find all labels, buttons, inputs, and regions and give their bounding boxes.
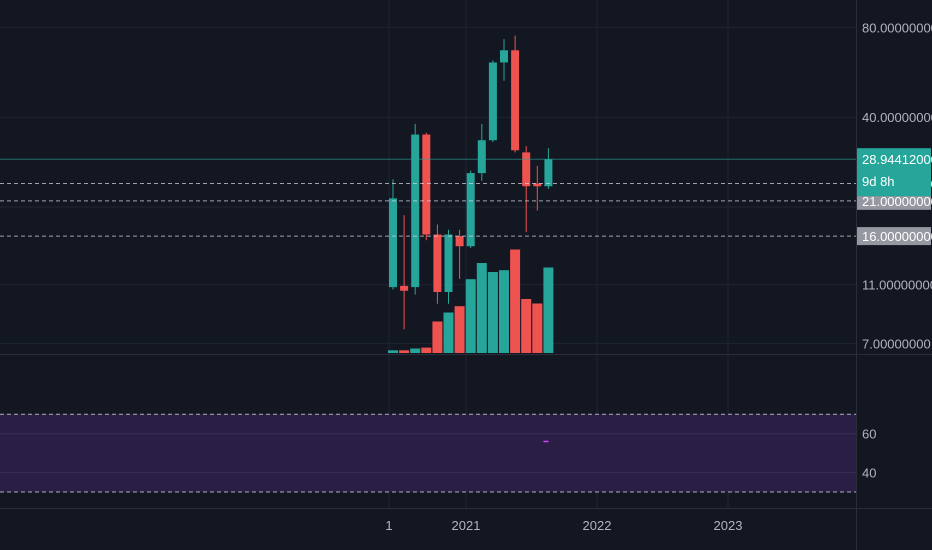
volume-bar [410,348,421,353]
candle-body [455,236,464,247]
time-tick-label: 2021 [452,518,481,533]
price-tick-label: 7.00000000 [862,336,931,351]
volume-bar [510,249,521,353]
candle-body [533,183,542,187]
price-level-label-box [857,191,931,210]
candle-body [511,50,520,151]
volume-bar [499,270,509,353]
volume-bar [543,267,554,353]
candle-body [488,62,497,141]
time-tick-label: 1 [385,518,392,533]
candle-body [422,134,431,235]
volume-bar [454,306,465,353]
volume-bar [399,350,410,353]
current-price-label: 28.94412000 [862,152,932,167]
price-level-label-box [857,227,931,246]
candle-body [522,152,531,187]
candle-body [389,198,397,288]
candle-body [466,173,475,247]
volume-bar [476,263,487,353]
current-price-label-box [857,148,931,197]
candle-body [444,234,453,293]
candle-body [500,50,508,63]
price-tick-label: 40.00000000 [862,110,932,125]
time-tick-label: 2023 [714,518,743,533]
volume-bars [388,249,554,353]
price-axis[interactable]: 60 40 80.00000000 40.00000000 11.00000000 7.0… [857,20,932,481]
volume-bar [521,299,532,353]
price-tick-label: 80.00000000 [862,20,932,35]
candle-body [544,159,553,187]
candle-body [411,134,420,288]
rsi-tick-label: 40 [862,466,876,481]
price-levels [0,158,856,237]
volume-bar [465,279,476,353]
volume-bar [532,303,543,353]
candles [389,35,553,330]
rsi-band [0,414,856,492]
price-level-label: 21.00000000 [862,194,932,209]
time-tick-label: 2022 [583,518,612,533]
volume-bar [432,321,443,353]
volume-bar [421,347,432,353]
countdown-label: 9d 8h [862,174,895,189]
volume-bar [443,312,454,353]
rsi-pane [0,413,856,493]
price-level-label: 16.00000000 [862,229,932,244]
candle-body [433,234,442,293]
time-axis[interactable]: 1 2021 2022 2023 [385,518,742,533]
volume-bar [487,272,498,353]
candle-body [477,140,486,174]
volume-bar [388,350,398,353]
candle-body [400,285,409,291]
price-tick-label: 11.00000000 [862,278,932,293]
rsi-tick-label: 60 [862,427,876,442]
